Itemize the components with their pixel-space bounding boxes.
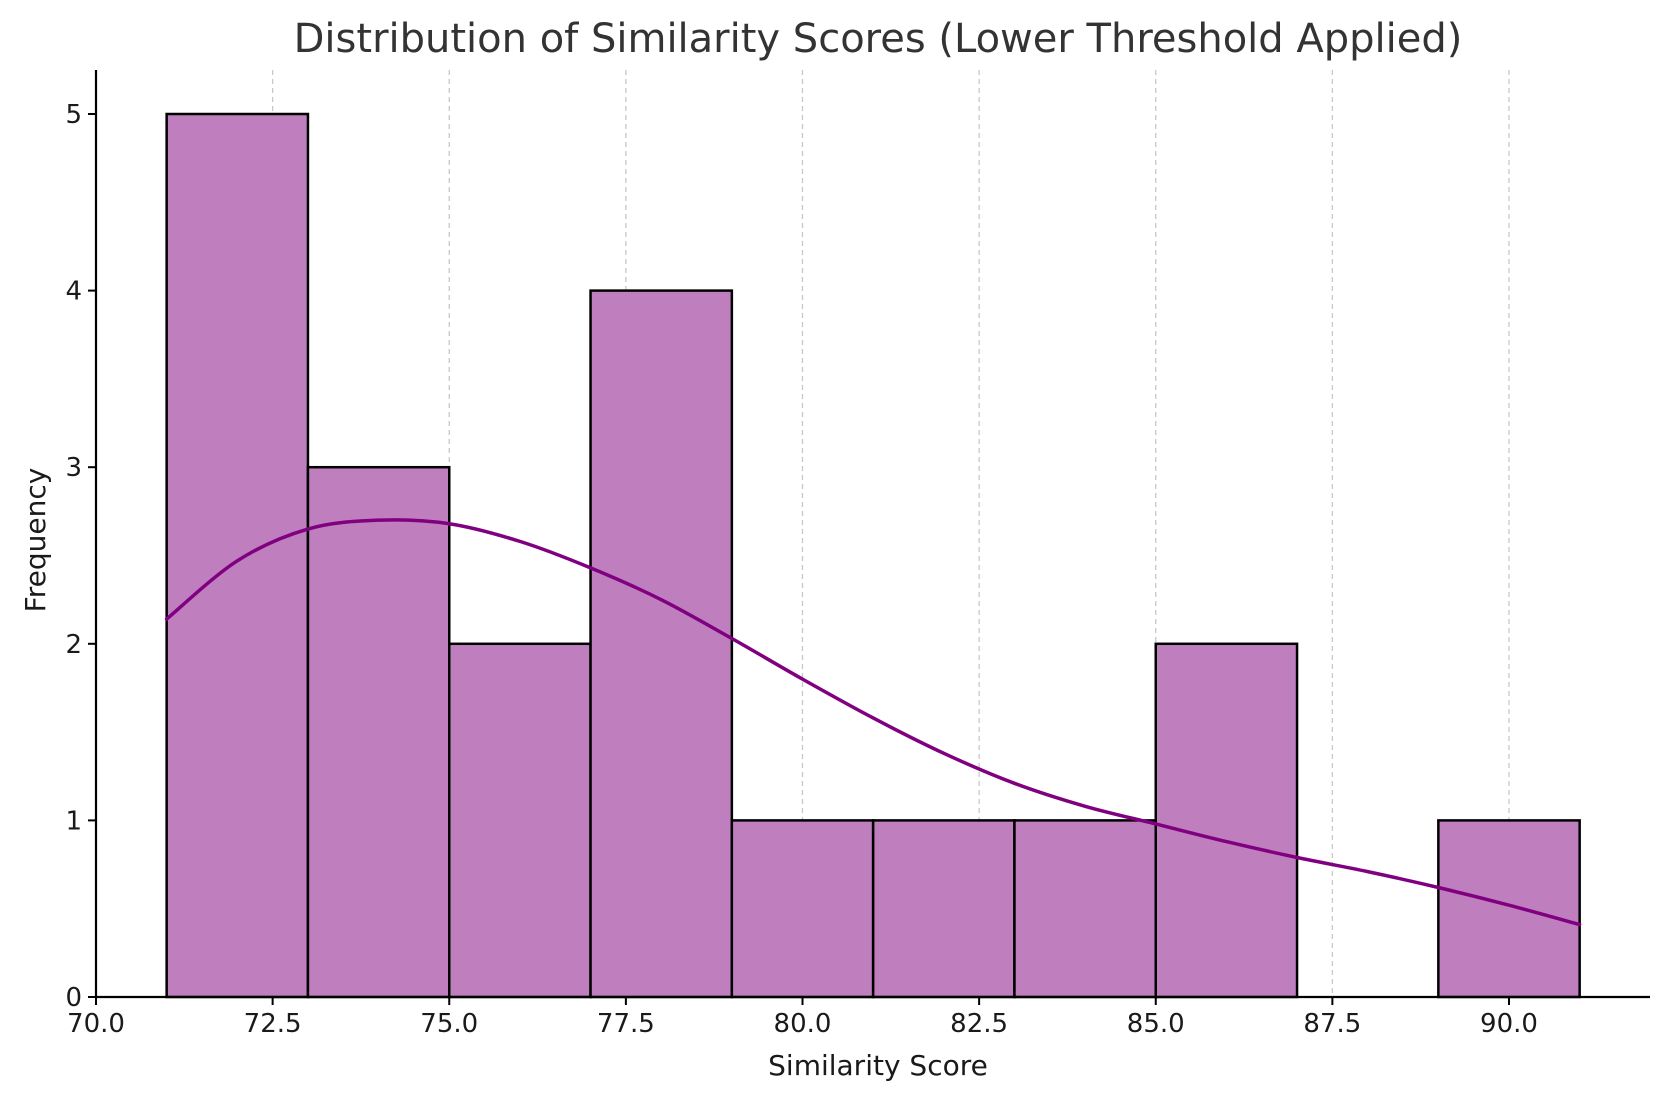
x-tick-label: 85.0: [1127, 1009, 1185, 1039]
x-tick-label: 75.0: [420, 1009, 478, 1039]
kde-curve: [164, 518, 1582, 927]
y-tick-label: 2: [65, 630, 82, 660]
histogram-bar: [1437, 819, 1581, 999]
x-tick-label: 90.0: [1480, 1009, 1538, 1039]
y-ticks: 0 1 2 3 4 5: [65, 100, 96, 1013]
y-tick-label: 3: [65, 453, 82, 483]
histogram-bar: [165, 112, 310, 999]
histogram-bar: [1013, 819, 1158, 999]
y-axis-label: Frequency: [19, 468, 52, 613]
histogram-bar: [589, 289, 734, 999]
y-tick-label: 4: [65, 277, 82, 307]
y-tick-label: 1: [65, 806, 82, 836]
histogram-bars: [165, 112, 1581, 999]
chart-title: Distribution of Similarity Scores (Lower…: [294, 16, 1463, 62]
histogram-bar: [730, 819, 875, 999]
x-tick-label: 87.5: [1303, 1009, 1361, 1039]
histogram-bar: [871, 819, 1016, 999]
x-axis-label: Similarity Score: [768, 1049, 988, 1082]
x-tick-label: 77.5: [597, 1009, 655, 1039]
x-ticks: 70.0 72.5 75.0 77.5 80.0 82.5 85.0 87.5 90.0: [67, 997, 1538, 1039]
axes: [94, 70, 1650, 999]
histogram-bar: [448, 642, 592, 999]
y-tick-label: 0: [65, 983, 82, 1013]
x-tick-label: 82.5: [950, 1009, 1008, 1039]
y-tick-label: 5: [65, 100, 82, 130]
histogram-bar: [306, 465, 451, 999]
histogram-bar: [1154, 642, 1299, 999]
kde-curve-group: [164, 518, 1582, 927]
x-tick-label: 70.0: [67, 1009, 125, 1039]
x-tick-label: 72.5: [244, 1009, 302, 1039]
x-tick-label: 80.0: [774, 1009, 832, 1039]
